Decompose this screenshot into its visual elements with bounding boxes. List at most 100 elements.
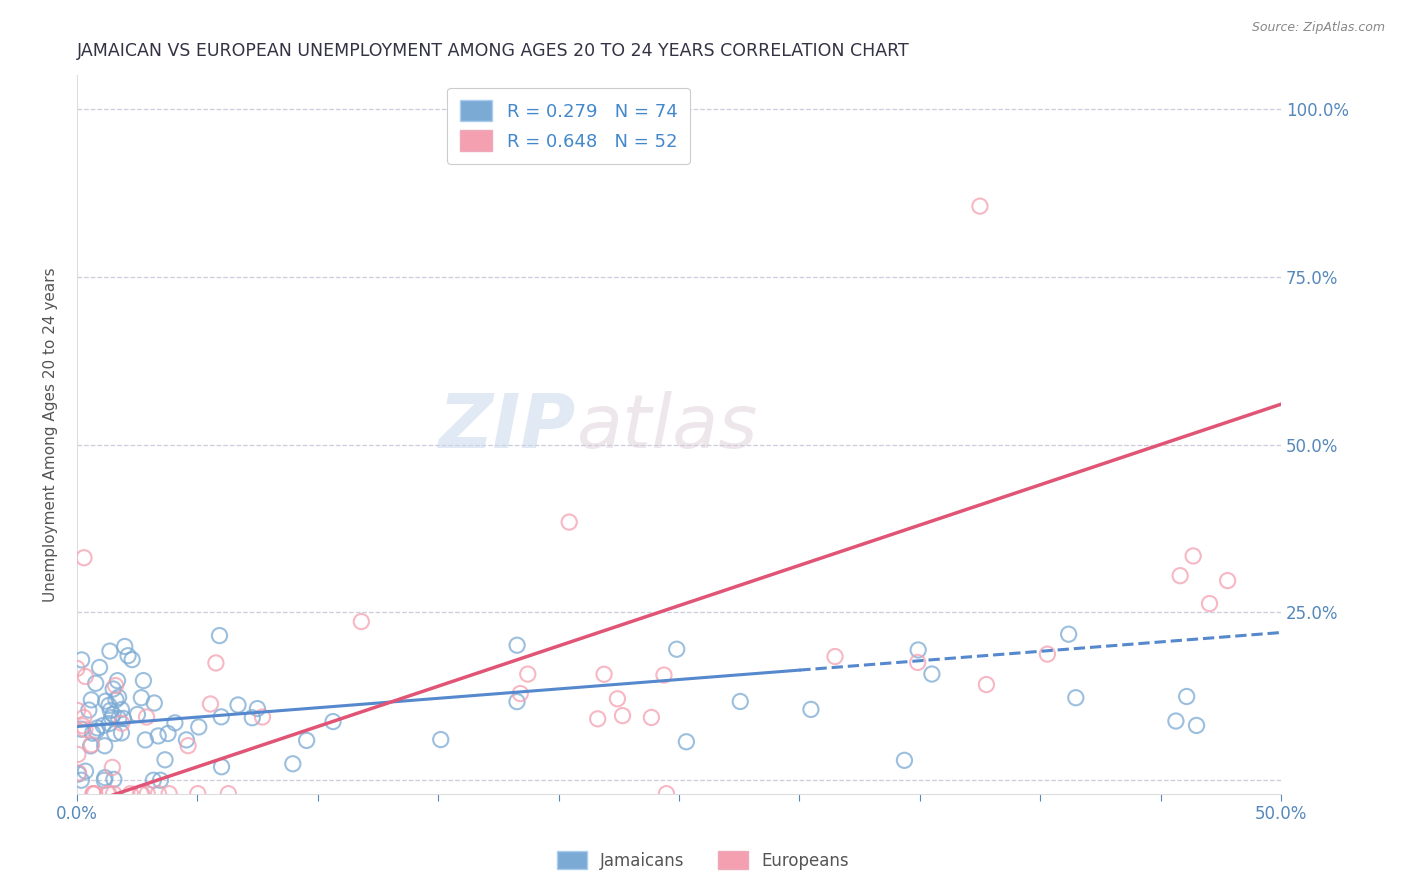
- Point: [1185, 718, 1208, 732]
- Point: [142, 773, 165, 788]
- Point: [200, 697, 222, 711]
- Point: [209, 710, 232, 724]
- Point: [921, 667, 943, 681]
- Point: [75, 764, 97, 779]
- Point: [612, 708, 634, 723]
- Point: [101, 681, 124, 696]
- Point: [127, 707, 149, 722]
- Point: [82, 787, 104, 801]
- Point: [606, 691, 628, 706]
- Text: JAMAICAN VS EUROPEAN UNEMPLOYMENT AMONG AGES 20 TO 24 YEARS CORRELATION CHART: JAMAICAN VS EUROPEAN UNEMPLOYMENT AMONG …: [77, 42, 910, 60]
- Point: [66, 661, 89, 675]
- Point: [84, 676, 107, 690]
- Point: [322, 714, 344, 729]
- Point: [132, 673, 155, 688]
- Point: [516, 667, 538, 681]
- Point: [1216, 574, 1239, 588]
- Point: [1198, 597, 1220, 611]
- Point: [73, 723, 96, 737]
- Point: [652, 668, 675, 682]
- Point: [640, 710, 662, 724]
- Point: [97, 698, 120, 713]
- Point: [120, 787, 142, 801]
- Point: [110, 726, 132, 740]
- Point: [131, 787, 153, 801]
- Point: [907, 643, 929, 657]
- Point: [350, 615, 373, 629]
- Point: [893, 753, 915, 767]
- Point: [107, 690, 129, 705]
- Point: [1164, 714, 1187, 728]
- Point: [187, 787, 209, 801]
- Point: [1057, 627, 1080, 641]
- Point: [117, 648, 139, 663]
- Point: [509, 687, 531, 701]
- Point: [655, 787, 678, 801]
- Point: [153, 753, 176, 767]
- Text: ZIP: ZIP: [439, 391, 576, 464]
- Point: [226, 698, 249, 712]
- Point: [103, 787, 125, 801]
- Point: [675, 735, 697, 749]
- Point: [134, 733, 156, 747]
- Point: [72, 719, 94, 733]
- Point: [98, 644, 121, 658]
- Point: [295, 733, 318, 747]
- Point: [67, 767, 90, 781]
- Y-axis label: Unemployment Among Ages 20 to 24 years: Unemployment Among Ages 20 to 24 years: [44, 267, 58, 602]
- Point: [86, 724, 108, 739]
- Point: [104, 679, 127, 693]
- Point: [114, 640, 136, 654]
- Point: [86, 721, 108, 735]
- Point: [111, 716, 134, 731]
- Point: [82, 726, 104, 740]
- Point: [101, 707, 124, 722]
- Point: [156, 726, 179, 740]
- Point: [80, 738, 103, 752]
- Point: [1182, 549, 1205, 563]
- Point: [93, 773, 115, 788]
- Point: [98, 704, 121, 718]
- Point: [97, 787, 120, 801]
- Point: [208, 629, 231, 643]
- Point: [1036, 647, 1059, 661]
- Point: [728, 694, 751, 708]
- Point: [1168, 568, 1191, 582]
- Legend: Jamaicans, Europeans: Jamaicans, Europeans: [550, 845, 856, 877]
- Point: [79, 739, 101, 753]
- Point: [163, 715, 186, 730]
- Point: [110, 702, 132, 716]
- Point: [907, 656, 929, 670]
- Point: [824, 649, 846, 664]
- Point: [429, 732, 451, 747]
- Point: [211, 760, 233, 774]
- Point: [93, 739, 115, 753]
- Point: [77, 703, 100, 717]
- Point: [240, 711, 263, 725]
- Point: [148, 729, 170, 743]
- Point: [558, 515, 581, 529]
- Point: [67, 765, 90, 780]
- Text: Source: ZipAtlas.com: Source: ZipAtlas.com: [1251, 21, 1385, 34]
- Point: [73, 710, 96, 724]
- Point: [148, 787, 170, 801]
- Point: [107, 712, 129, 726]
- Point: [98, 716, 121, 731]
- Point: [121, 653, 143, 667]
- Point: [80, 693, 103, 707]
- Point: [104, 726, 127, 740]
- Point: [70, 722, 93, 736]
- Point: [66, 747, 89, 762]
- Point: [73, 550, 96, 565]
- Point: [112, 711, 135, 725]
- Point: [107, 673, 129, 688]
- Point: [187, 720, 209, 734]
- Point: [100, 711, 122, 725]
- Point: [94, 694, 117, 708]
- Point: [129, 787, 152, 801]
- Point: [665, 642, 688, 657]
- Point: [217, 787, 239, 801]
- Point: [176, 732, 198, 747]
- Point: [97, 787, 120, 801]
- Point: [506, 695, 529, 709]
